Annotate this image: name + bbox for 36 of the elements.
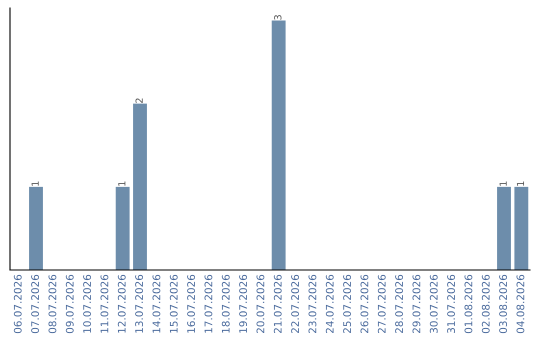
- x-tick-label: 30.07.2026: [430, 274, 438, 334]
- x-tick-label: 21.07.2026: [274, 274, 282, 334]
- data-label: 1: [32, 182, 39, 186]
- data-label: 1: [516, 182, 524, 186]
- x-tick-label: 25.07.2026: [343, 274, 352, 334]
- data-label: 1: [118, 182, 126, 186]
- x-tick-label: 26.07.2026: [360, 274, 368, 334]
- x-tick-label: 16.07.2026: [187, 274, 196, 333]
- data-label: 2: [135, 98, 143, 103]
- x-tick-label: 11.07.2026: [100, 274, 108, 333]
- x-tick-label: 28.07.2026: [395, 274, 404, 334]
- x-tick-label: 19.07.2026: [239, 274, 248, 333]
- x-tick-label: 01.08.2026: [464, 274, 472, 334]
- x-tick-label: 27.07.2026: [378, 274, 386, 334]
- x-tick-label: 02.08.2026: [482, 274, 490, 334]
- x-tick-label: 13.07.2026: [135, 274, 144, 333]
- x-tick-label: 03.08.2026: [499, 274, 508, 334]
- x-tick-label: 12.07.2026: [118, 274, 126, 333]
- x-tick-label: 14.07.2026: [152, 274, 160, 333]
- x-tick-label: 20.07.2026: [256, 274, 264, 334]
- x-tick-label: 04.08.2026: [516, 274, 524, 334]
- x-tick-label: 09.07.2026: [66, 274, 74, 334]
- x-tick-label: 22.07.2026: [291, 274, 300, 334]
- x-tick-label: 24.07.2026: [326, 274, 334, 334]
- x-tick-label: 15.07.2026: [170, 274, 178, 333]
- x-tick-label: 17.07.2026: [204, 274, 212, 333]
- x-tick-label: 31.07.2026: [447, 274, 456, 334]
- x-tick-label: 23.07.2026: [308, 274, 316, 334]
- data-label: 1: [500, 182, 507, 186]
- data-label: 3: [274, 15, 282, 20]
- x-tick-label: 10.07.2026: [83, 274, 92, 333]
- x-tick-label: 08.07.2026: [48, 274, 56, 334]
- x-tick-label: 18.07.2026: [222, 274, 230, 333]
- x-tick-label: 29.07.2026: [412, 274, 420, 334]
- x-tick-label: 07.07.2026: [31, 274, 40, 334]
- x-tick-label: 06.07.2026: [14, 274, 22, 334]
